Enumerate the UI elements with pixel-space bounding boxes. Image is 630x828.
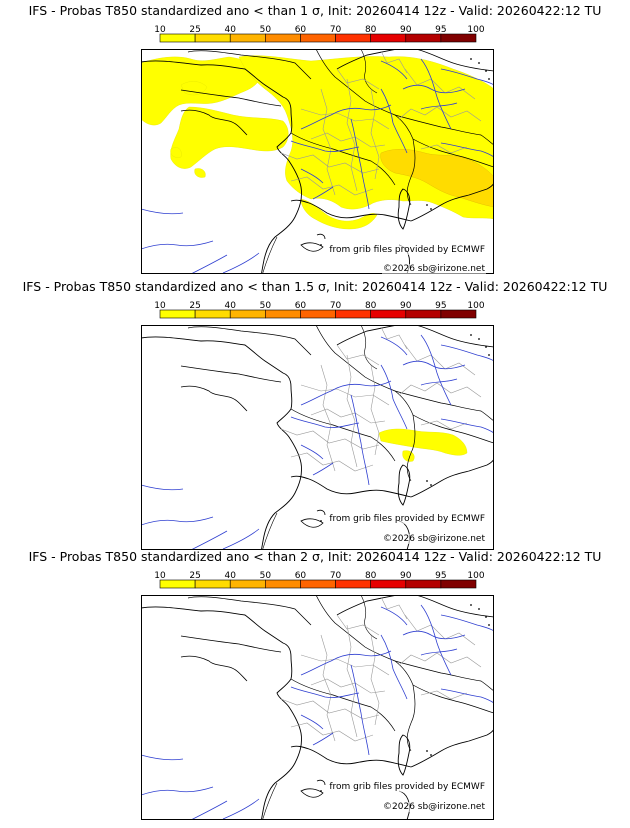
colorbar-tick-label: 90 xyxy=(400,301,412,311)
colorbar-tick-label: 90 xyxy=(400,571,412,581)
colorbar: 10 25 40 50 60 70 80 90 95 100 xyxy=(0,568,630,594)
colorbar-tick-label: 80 xyxy=(365,571,377,581)
colorbar-tick-label: 40 xyxy=(224,301,236,311)
colorbar-swatch xyxy=(159,579,196,589)
credit-source: from grib files provided by ECMWF xyxy=(328,514,486,524)
colorbar-tick-label: 40 xyxy=(224,571,236,581)
panel-title: IFS - Probas T850 standardized ano < tha… xyxy=(28,3,602,18)
credit-source: from grib files provided by ECMWF xyxy=(328,245,486,255)
colorbar-tick-label: 40 xyxy=(224,25,236,35)
colorbar-swatch xyxy=(300,309,336,319)
panel-title: IFS - Probas T850 standardized ano < tha… xyxy=(22,279,608,294)
colorbar-swatch xyxy=(300,579,336,589)
colorbar-swatch xyxy=(405,309,442,319)
colorbar-swatch xyxy=(300,33,336,43)
colorbar-swatch xyxy=(335,33,371,43)
colorbar-tick-label: 10 xyxy=(154,25,166,35)
colorbar-tick-label: 50 xyxy=(260,571,272,581)
colorbar-swatch xyxy=(370,33,407,43)
colorbar-swatch xyxy=(265,309,301,319)
credit-copyright: ©2026 sb@irizone.net xyxy=(382,264,486,274)
panel-title: IFS - Probas T850 standardized ano < tha… xyxy=(28,549,602,564)
colorbar-swatch xyxy=(440,33,477,43)
colorbar-tick-label: 60 xyxy=(295,571,307,581)
colorbar-swatch xyxy=(265,33,301,43)
colorbar-tick-label: 25 xyxy=(189,25,200,35)
colorbar-swatch xyxy=(229,33,266,43)
colorbar-tick-label: 80 xyxy=(365,25,377,35)
colorbar-tick-label: 95 xyxy=(435,571,446,581)
map-area xyxy=(141,325,494,550)
colorbar-tick-label: 95 xyxy=(435,25,446,35)
colorbar-swatch xyxy=(159,309,196,319)
colorbar-swatch xyxy=(405,579,442,589)
colorbar-tick-label: 50 xyxy=(260,301,272,311)
credit-copyright: ©2026 sb@irizone.net xyxy=(382,802,486,812)
colorbar-tick-label: 10 xyxy=(154,571,166,581)
colorbar-tick-label: 100 xyxy=(467,301,484,311)
colorbar: 10 25 40 50 60 70 80 90 95 100 xyxy=(0,22,630,48)
colorbar-swatch xyxy=(370,309,407,319)
colorbar-swatch xyxy=(405,33,442,43)
colorbar-tick-label: 10 xyxy=(154,301,166,311)
colorbar-tick-label: 95 xyxy=(435,301,446,311)
colorbar-tick-label: 25 xyxy=(189,571,200,581)
map-area xyxy=(141,49,494,274)
panel-2sigma: IFS - Probas T850 standardized ano < tha… xyxy=(0,546,630,822)
colorbar-tick-label: 50 xyxy=(260,25,272,35)
colorbar-tick-label: 70 xyxy=(330,571,342,581)
colorbar-tick-label: 60 xyxy=(295,25,307,35)
colorbar-swatch xyxy=(159,33,196,43)
colorbar-tick-label: 100 xyxy=(467,571,484,581)
colorbar-tick-label: 70 xyxy=(330,25,342,35)
colorbar: 10 25 40 50 60 70 80 90 95 100 xyxy=(0,298,630,324)
colorbar-swatch xyxy=(440,309,477,319)
colorbar-swatch xyxy=(335,309,371,319)
panel-1sigma: IFS - Probas T850 standardized ano < tha… xyxy=(0,0,630,276)
colorbar-swatch xyxy=(194,33,231,43)
colorbar-swatch xyxy=(370,579,407,589)
colorbar-tick-label: 90 xyxy=(400,25,412,35)
colorbar-tick-label: 25 xyxy=(189,301,200,311)
credit-source: from grib files provided by ECMWF xyxy=(328,782,486,792)
colorbar-swatch xyxy=(194,309,231,319)
probability-field-25-40 xyxy=(380,149,494,208)
colorbar-swatch xyxy=(229,309,266,319)
colorbar-tick-label: 70 xyxy=(330,301,342,311)
colorbar-tick-label: 60 xyxy=(295,301,307,311)
colorbar-swatch xyxy=(265,579,301,589)
colorbar-swatch xyxy=(229,579,266,589)
credit-copyright: ©2026 sb@irizone.net xyxy=(382,534,486,544)
panel-1-5sigma: IFS - Probas T850 standardized ano < tha… xyxy=(0,276,630,552)
colorbar-swatch xyxy=(440,579,477,589)
colorbar-swatch xyxy=(194,579,231,589)
colorbar-tick-label: 100 xyxy=(467,25,484,35)
colorbar-swatch xyxy=(335,579,371,589)
colorbar-tick-label: 80 xyxy=(365,301,377,311)
